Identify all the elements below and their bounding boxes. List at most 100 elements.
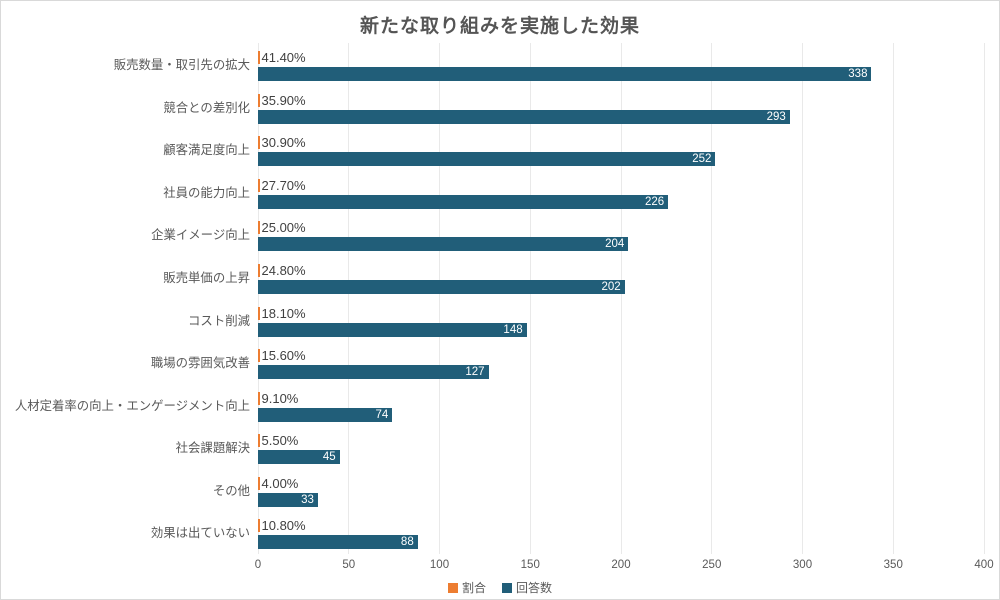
- chart-row: 人材定着率の向上・エンゲージメント向上 9.10% 74: [15, 384, 984, 427]
- bar-group: 18.10% 148: [258, 299, 984, 337]
- x-axis: 0 50 100 150 200 250 300 350 400: [254, 559, 994, 575]
- chart-row: 社員の能力向上 27.70% 226: [163, 171, 984, 214]
- count-label: 74: [375, 408, 389, 421]
- count-bar: 338: [258, 67, 872, 81]
- x-tick-label: 150: [520, 559, 540, 571]
- pct-bar: [258, 476, 260, 490]
- pct-bar: [258, 519, 260, 533]
- pct-label: 5.50%: [261, 433, 299, 449]
- count-label: 202: [601, 280, 621, 293]
- gridline: [620, 43, 622, 554]
- chart-row: その他 4.00% 33: [213, 469, 984, 512]
- chart-row: 効果は出ていない 10.80% 88: [151, 511, 984, 554]
- category-label: 販売数量・取引先の拡大: [113, 58, 250, 72]
- legend: 割合 回答数: [1, 579, 999, 596]
- category-label: 職場の雰囲気改善: [150, 356, 250, 371]
- count-label: 252: [692, 153, 712, 166]
- count-bar: 226: [258, 194, 669, 209]
- count-bar: 88: [258, 535, 418, 550]
- pct-bar: [258, 349, 260, 363]
- pct-bar: [258, 51, 260, 64]
- count-label: 226: [645, 195, 665, 208]
- pct-bar-row: 27.70%: [258, 177, 984, 193]
- category-label: 競合との差別化: [163, 100, 250, 115]
- pct-label: 35.90%: [261, 92, 306, 108]
- pct-label: 25.00%: [261, 220, 306, 236]
- bar-group: 24.80% 202: [258, 256, 984, 294]
- bar-group: 9.10% 74: [258, 384, 984, 422]
- chart-row: コスト削減 18.10% 148: [188, 299, 984, 342]
- gridline: [439, 43, 440, 554]
- gridline: [892, 43, 894, 554]
- x-tick-label: 200: [611, 559, 631, 571]
- gridline: [983, 43, 985, 554]
- bar-group: 30.90% 252: [258, 128, 984, 167]
- category-label: 社会課題解決: [175, 441, 250, 456]
- pct-bar-row: 25.00%: [258, 220, 984, 236]
- pct-bar: [258, 221, 260, 235]
- pct-label: 24.80%: [261, 262, 306, 278]
- pct-label: 4.00%: [261, 475, 299, 491]
- category-label: 人材定着率の向上・エンゲージメント向上: [14, 398, 250, 413]
- count-label: 88: [400, 536, 414, 549]
- pct-bar: [258, 136, 260, 150]
- chart-row: 販売数量・取引先の拡大 41.40% 338: [114, 43, 984, 86]
- count-bar: 74: [258, 407, 393, 422]
- bar-group: 35.90% 293: [258, 86, 984, 124]
- count-label: 45: [322, 451, 336, 464]
- gridline: [348, 43, 350, 554]
- x-tick-label: 250: [702, 559, 722, 571]
- gridline: [257, 43, 259, 554]
- count-label: 338: [848, 68, 868, 80]
- bar-group: 25.00% 204: [258, 213, 984, 252]
- count-label: 148: [503, 323, 523, 336]
- pct-bar-row: 18.10%: [258, 305, 984, 321]
- pct-label: 41.40%: [261, 50, 306, 65]
- pct-bar-row: 5.50%: [258, 433, 984, 449]
- x-tick-label: 100: [429, 559, 450, 571]
- category-label: コスト削減: [188, 313, 250, 328]
- chart-row: 企業イメージ向上 25.00% 204: [151, 213, 984, 256]
- count-bar: 127: [258, 365, 489, 380]
- count-bar: 33: [258, 492, 318, 507]
- pct-bar-row: 15.60%: [258, 348, 984, 364]
- legend-item: 回答数: [502, 579, 552, 596]
- pct-label: 10.80%: [261, 518, 306, 534]
- chart-row: 販売単価の上昇 24.80% 202: [163, 256, 984, 299]
- pct-bar-row: 30.90%: [258, 135, 984, 151]
- pct-label: 30.90%: [261, 135, 306, 151]
- legend-label: 回答数: [516, 581, 553, 595]
- pct-bar: [258, 263, 260, 277]
- bar-group: 4.00% 33: [258, 469, 984, 507]
- legend-swatch: [447, 582, 458, 593]
- category-label: その他: [212, 483, 250, 498]
- pct-bar: [258, 93, 260, 107]
- gridline: [529, 43, 531, 554]
- count-bar: 293: [258, 109, 790, 124]
- category-label: 顧客満足度向上: [163, 143, 250, 158]
- pct-label: 18.10%: [261, 305, 306, 321]
- pct-label: 9.10%: [261, 390, 299, 406]
- x-tick-label: 50: [342, 559, 356, 571]
- pct-bar: [258, 306, 260, 320]
- gridline: [711, 43, 713, 554]
- legend-item: 割合: [447, 579, 486, 596]
- pct-label: 15.60%: [261, 348, 306, 364]
- count-bar: 45: [258, 450, 340, 465]
- pct-bar-row: 4.00%: [258, 475, 984, 491]
- count-label: 127: [465, 366, 485, 379]
- plot-area: 販売数量・取引先の拡大 41.40% 338 競合との差別化 35.90% 293 顧客満足…: [15, 43, 985, 554]
- x-tick-label: 350: [883, 559, 903, 571]
- legend-swatch: [502, 582, 512, 593]
- bar-group: 5.50% 45: [258, 426, 984, 465]
- pct-label: 27.70%: [261, 177, 306, 193]
- count-label: 293: [766, 110, 786, 123]
- count-label: 204: [605, 238, 625, 251]
- x-tick-label: 0: [254, 559, 262, 571]
- bar-group: 15.60% 127: [258, 341, 984, 380]
- bar-group: 27.70% 226: [258, 171, 984, 209]
- pct-bar: [258, 434, 260, 448]
- bar-group: 10.80% 88: [258, 511, 984, 550]
- count-bar: 252: [258, 152, 716, 167]
